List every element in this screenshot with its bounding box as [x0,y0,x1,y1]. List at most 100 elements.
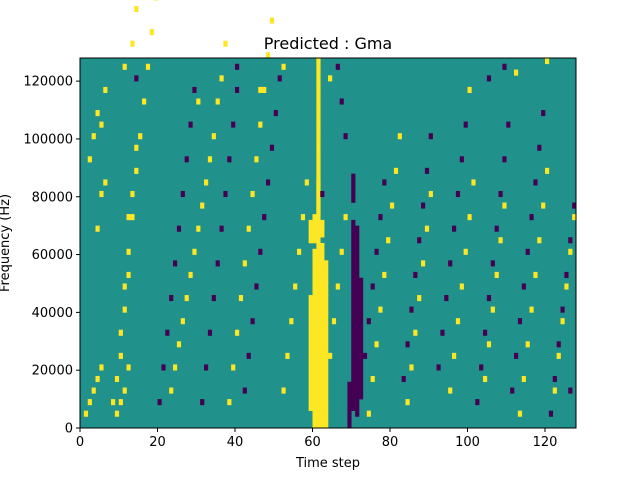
heatmap-cell-high [312,283,317,290]
heatmap-cell-high [316,387,321,394]
heatmap-cell-high [99,364,104,371]
heatmap-cell-high [223,40,228,47]
heatmap-cell-high [316,196,321,203]
heatmap-cell-high [297,248,302,255]
heatmap-cell-high [91,133,96,140]
heatmap-cell-low [355,364,360,371]
heatmap-cell-high [324,399,329,406]
heatmap-cell-high [308,347,313,354]
heatmap-cell-low [215,260,220,267]
heatmap-cell-low [355,335,360,342]
heatmap-cell-high [122,283,127,290]
heatmap-cell-high [316,277,321,284]
heatmap-cell-high [91,387,96,394]
heatmap-cell-high [397,133,402,140]
heatmap-cell-low [351,266,356,273]
heatmap-cell-high [324,404,329,411]
heatmap-cell-high [308,404,313,411]
heatmap-cell-high [169,387,174,394]
heatmap-cell-low [347,381,352,388]
heatmap-cell-high [308,399,313,406]
heatmap-cell-low [347,422,352,429]
heatmap-cell-high [459,283,464,290]
heatmap-cell-high [324,358,329,365]
heatmap-cell-low [351,289,356,296]
heatmap-cell-low [351,404,356,411]
heatmap-cell-high [320,375,325,383]
heatmap-cell-low [351,277,356,284]
heatmap-cell-low [448,260,453,267]
heatmap-cell-high [211,133,216,140]
heatmap-cell-high [343,214,348,221]
heatmap-cell-high [176,341,182,348]
heatmap-cell-high [316,399,321,406]
x-axis-label: Time step [295,456,360,471]
heatmap-cell-high [138,133,143,140]
heatmap-cell-high [316,115,321,122]
heatmap-cell-high [316,173,321,180]
heatmap-cell-low [351,260,356,267]
heatmap-cell-high [266,52,271,59]
heatmap-cell-high [517,410,523,417]
heatmap-cell-high [258,121,263,128]
heatmap-cell-high [312,248,317,255]
heatmap-cell-high [145,63,151,70]
heatmap-cell-high [312,219,317,226]
heatmap-cell-low [351,254,356,261]
y-axis-ticks: 0 20000 40000 60000 80000 100000 120000 [23,75,80,437]
heatmap-cell-high [320,399,325,406]
heatmap-cell-low [359,381,364,388]
heatmap-cell-low [355,295,360,302]
y-tick-label: 60000 [32,248,73,263]
heatmap-cell-high [320,341,325,348]
heatmap-cell-high [312,277,317,284]
heatmap-cell-high [312,335,317,342]
heatmap-cell-low [359,323,364,331]
heatmap-cell-high [312,318,317,325]
heatmap-cell-low [351,399,356,406]
heatmap-cell-low [541,110,546,117]
heatmap-cell-low [161,364,166,371]
heatmap-cell-low [355,300,360,307]
heatmap-cell-high [204,179,209,186]
x-tick-label: 40 [227,435,244,450]
heatmap-cell-high [320,300,325,307]
heatmap-cell-low [355,410,360,417]
heatmap-cell-high [316,248,321,255]
heatmap-cell-high [316,370,321,377]
heatmap-cell-low [355,225,360,232]
heatmap-cell-high [328,352,333,359]
heatmap-cell-high [324,260,329,267]
heatmap-cell-high [494,271,499,278]
heatmap-cell-high [99,121,104,128]
heatmap-cell-high [316,75,321,82]
heatmap-cell-high [219,75,224,82]
heatmap-cell-high [173,364,178,371]
heatmap-cell-high [335,283,340,290]
heatmap-cell-high [231,364,236,371]
heatmap-cell-high [308,318,313,325]
heatmap-cell-low [421,202,426,209]
heatmap-cell-high [111,399,116,406]
heatmap-cell-low [355,358,360,365]
heatmap-cell-low [207,329,213,336]
heatmap-cell-high [331,318,337,325]
heatmap-cell-low [351,318,356,325]
heatmap-cell-low [355,266,360,273]
heatmap-cell-high [308,387,313,394]
heatmap-cell-high [324,347,329,354]
y-tick-label: 0 [65,422,73,437]
heatmap-cell-high [308,381,313,388]
heatmap-cell-high [498,237,503,244]
heatmap-cell-high [289,318,294,325]
heatmap-cell-low [359,306,364,313]
plot-area [79,0,577,429]
heatmap-cell-high [316,162,321,169]
heatmap-cell-high [324,335,329,342]
heatmap-cell-high [320,231,325,238]
heatmap-cell-low [355,231,360,238]
heatmap-cell-high [246,225,251,232]
heatmap-cell-high [312,231,317,238]
heatmap-cell-low [273,110,278,117]
heatmap-cell-high [560,318,565,325]
